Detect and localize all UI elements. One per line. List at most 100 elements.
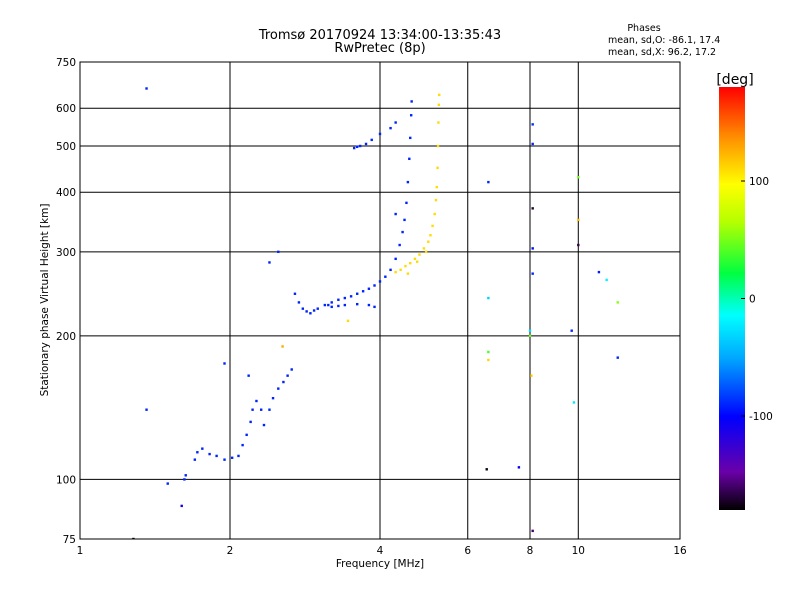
data-point xyxy=(485,468,488,471)
data-point xyxy=(373,305,376,309)
y-axis-ticks: 75 100 200 300 400 500 600 750 xyxy=(56,57,76,546)
data-point xyxy=(290,368,293,371)
data-point xyxy=(355,292,359,295)
data-point xyxy=(196,451,199,454)
data-point xyxy=(286,374,289,377)
x-tick-label: 8 xyxy=(527,545,534,557)
data-point xyxy=(405,201,408,205)
x-tick-label: 4 xyxy=(377,545,384,557)
data-point xyxy=(355,302,359,306)
stats-x-mode: mean, sd,X: 96.2, 17.2 xyxy=(608,47,716,58)
data-point xyxy=(305,310,308,313)
data-point xyxy=(433,212,436,216)
data-point xyxy=(531,529,534,533)
chart-title: Tromsø 20170924 13:34:00-13:35:43 xyxy=(258,28,501,43)
data-point xyxy=(277,387,280,390)
data-point xyxy=(577,218,580,222)
data-point xyxy=(337,298,340,301)
data-point xyxy=(277,250,280,254)
data-point xyxy=(323,303,327,307)
data-point xyxy=(262,423,266,427)
data-point xyxy=(438,93,441,97)
data-point xyxy=(251,408,254,411)
data-point xyxy=(268,261,271,264)
data-point xyxy=(327,303,330,307)
data-point xyxy=(394,257,397,261)
data-point xyxy=(394,121,397,124)
data-point xyxy=(201,447,204,450)
data-point xyxy=(193,458,197,461)
data-point xyxy=(281,345,284,348)
data-point xyxy=(394,270,397,274)
y-tick-label: 400 xyxy=(56,187,76,199)
data-point xyxy=(309,312,312,315)
data-point xyxy=(230,456,234,459)
data-point xyxy=(378,280,382,283)
data-point xyxy=(268,408,271,411)
data-point xyxy=(237,454,240,458)
data-point xyxy=(293,292,297,295)
data-point xyxy=(572,401,576,404)
data-point xyxy=(431,224,434,228)
colorbar-label: [deg] xyxy=(716,72,753,88)
data-point xyxy=(364,142,368,146)
data-point xyxy=(352,146,356,150)
data-point xyxy=(343,303,347,307)
data-point xyxy=(337,304,340,308)
x-tick-label: 1 xyxy=(77,545,84,557)
data-point xyxy=(436,166,439,170)
colorbar-tick-label: 0 xyxy=(749,294,756,306)
x-axis-label: Frequency [MHz] xyxy=(336,558,424,570)
data-point xyxy=(531,142,534,146)
data-point xyxy=(616,356,619,359)
data-point xyxy=(370,138,373,142)
data-point xyxy=(399,268,402,272)
data-point xyxy=(223,362,226,365)
y-tick-label: 750 xyxy=(56,57,76,69)
data-point xyxy=(166,482,169,485)
stats-heading: Phases xyxy=(627,23,660,34)
data-point xyxy=(570,329,573,332)
data-point xyxy=(435,185,438,189)
data-point xyxy=(429,234,432,237)
data-point xyxy=(415,260,419,263)
data-point xyxy=(249,420,252,424)
x-tick-label: 16 xyxy=(673,545,687,557)
data-point xyxy=(487,358,490,362)
data-points xyxy=(132,87,619,539)
data-point xyxy=(367,287,371,290)
y-tick-label: 600 xyxy=(56,103,76,115)
x-axis-ticks: 1 2 4 6 8 10 16 xyxy=(77,545,687,557)
data-point xyxy=(577,243,580,247)
data-point xyxy=(517,466,521,469)
data-point xyxy=(271,396,275,400)
data-point xyxy=(487,296,490,300)
data-point xyxy=(208,452,211,456)
colorbar xyxy=(719,87,745,510)
data-point xyxy=(398,243,401,247)
data-point xyxy=(343,296,347,300)
data-point xyxy=(401,230,404,234)
data-point xyxy=(259,408,263,411)
data-point xyxy=(434,198,438,202)
data-point xyxy=(180,504,183,508)
chart-subtitle: RwPretec (8p) xyxy=(334,41,425,56)
grid-lines xyxy=(80,62,680,539)
data-point xyxy=(346,319,350,323)
data-point xyxy=(404,264,407,268)
data-point xyxy=(255,399,258,403)
y-axis-label: Stationary phase Virtual Height [km] xyxy=(39,204,51,397)
data-point xyxy=(394,212,397,216)
data-point xyxy=(487,180,490,184)
data-point xyxy=(349,295,353,298)
data-point xyxy=(132,537,135,539)
data-point xyxy=(436,144,440,148)
data-point xyxy=(145,87,148,90)
data-point xyxy=(531,123,534,126)
data-point xyxy=(616,301,619,304)
stats-o-mode: mean, sd,O: -86.1, 17.4 xyxy=(608,35,720,46)
data-point xyxy=(389,126,392,130)
data-point xyxy=(409,136,412,140)
data-point xyxy=(316,307,319,310)
y-tick-label: 200 xyxy=(56,331,76,343)
